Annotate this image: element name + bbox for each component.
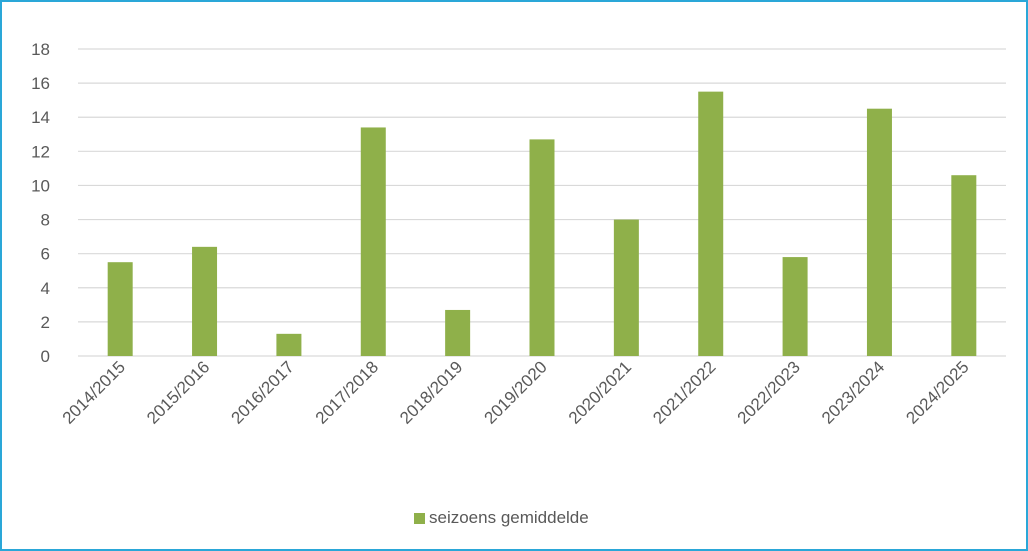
x-tick-label: 2016/2017 [227, 357, 297, 427]
bar [192, 246, 218, 356]
y-tick-label: 4 [41, 279, 50, 298]
y-tick-label: 6 [41, 245, 50, 264]
x-tick-label: 2021/2022 [649, 357, 719, 427]
x-tick-label: 2019/2020 [481, 357, 551, 427]
x-tick-label: 2018/2019 [396, 357, 466, 427]
x-tick-label: 2024/2025 [902, 357, 972, 427]
bar [360, 127, 386, 356]
gridlines [78, 48, 1006, 357]
y-tick-label: 2 [41, 313, 50, 332]
bars [107, 91, 977, 356]
x-tick-label: 2017/2018 [312, 357, 382, 427]
bar [613, 219, 639, 356]
bar [782, 257, 808, 356]
y-axis-tick-labels: 0 2 4 6 8 10 12 14 16 18 [31, 40, 50, 366]
bar [445, 309, 471, 356]
x-axis-tick-labels: 2014/2015 2015/2016 2016/2017 2017/2018 2018… [59, 357, 973, 427]
x-tick-label: 2020/2021 [565, 357, 635, 427]
y-tick-label: 0 [41, 347, 50, 366]
legend-label: seizoens gemiddelde [429, 508, 589, 527]
bar [866, 108, 892, 356]
bar [276, 333, 302, 356]
legend: seizoens gemiddelde [414, 508, 589, 527]
y-tick-label: 18 [31, 40, 50, 59]
x-tick-label: 2015/2016 [143, 357, 213, 427]
bar [529, 139, 555, 356]
bar [698, 91, 724, 356]
y-tick-label: 12 [31, 142, 50, 161]
x-tick-label: 2014/2015 [59, 357, 129, 427]
y-tick-label: 16 [31, 74, 50, 93]
y-tick-label: 8 [41, 211, 50, 230]
y-tick-label: 10 [31, 176, 50, 195]
bar [107, 262, 133, 356]
x-tick-label: 2023/2024 [818, 357, 888, 427]
y-tick-label: 14 [31, 108, 50, 127]
x-tick-label: 2022/2023 [734, 357, 804, 427]
legend-swatch [414, 513, 425, 524]
bar [951, 175, 977, 356]
